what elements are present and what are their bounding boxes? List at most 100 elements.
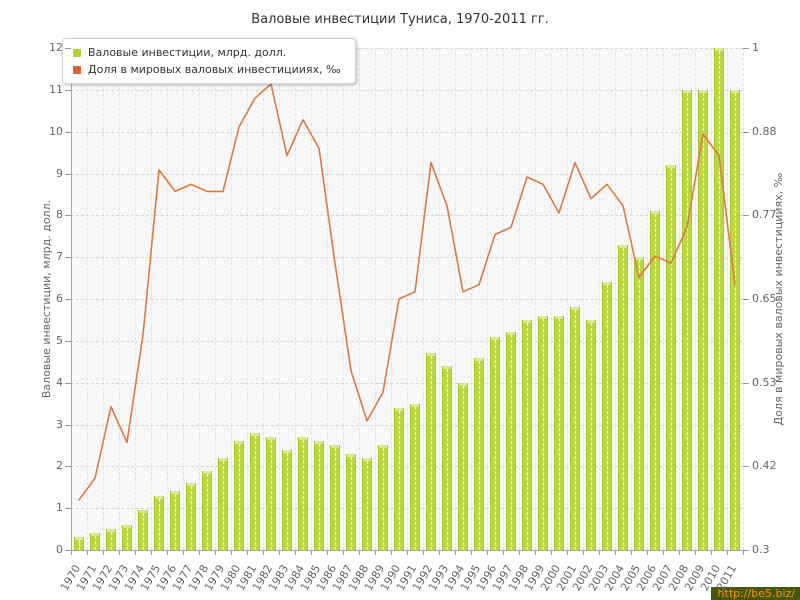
grid-line-h xyxy=(71,48,743,49)
bar-stripe xyxy=(543,318,544,550)
x-axis-tick xyxy=(407,551,408,555)
plot-area xyxy=(71,48,744,550)
bar xyxy=(218,457,228,550)
x-axis-tick xyxy=(71,551,72,555)
bar xyxy=(650,211,660,550)
y-axis-tick-left xyxy=(65,89,71,91)
y-axis-label-left: 11 xyxy=(49,82,63,96)
x-axis-tick xyxy=(519,551,520,555)
y-axis-tick-right xyxy=(743,299,749,300)
x-axis-tick xyxy=(551,551,552,555)
y-axis-tick-left xyxy=(65,299,71,300)
x-axis-tick xyxy=(183,551,184,555)
y-axis-tick-left xyxy=(65,466,71,468)
x-axis-tick xyxy=(263,551,264,555)
x-axis-tick xyxy=(375,551,376,555)
y-axis-label-right: 0.42 xyxy=(752,459,777,473)
x-axis-tick xyxy=(535,551,536,555)
bar-stripe xyxy=(527,322,528,550)
y-axis-label-left: 8 xyxy=(56,208,63,222)
x-axis-tick xyxy=(455,551,456,555)
bar xyxy=(346,453,356,550)
bar xyxy=(506,332,516,550)
legend-label-investments: Валовые инвестиции, млрд. долл. xyxy=(88,46,287,59)
y-axis-tick-left xyxy=(65,382,71,384)
bar-stripe xyxy=(383,448,384,550)
legend-item-share[interactable]: Доля в мировых валовых инвестицииях, ‰ xyxy=(73,61,341,78)
x-axis-tick xyxy=(247,551,248,555)
bar xyxy=(314,441,324,550)
bar-stripe xyxy=(351,456,352,550)
bar-stripe xyxy=(367,460,368,550)
x-axis-tick xyxy=(503,551,504,555)
bar-stripe xyxy=(591,322,592,550)
x-axis-tick xyxy=(487,551,488,555)
x-axis-tick xyxy=(311,551,312,555)
x-axis-tick xyxy=(391,551,392,555)
grid-line-h xyxy=(71,340,743,342)
bar xyxy=(378,445,388,550)
bar xyxy=(442,365,452,550)
bar xyxy=(602,282,612,550)
y-axis-label-left: 4 xyxy=(56,375,63,389)
bar-stripe xyxy=(575,310,576,550)
bar xyxy=(586,319,596,550)
bar xyxy=(682,89,692,550)
share-line xyxy=(78,83,736,501)
bar-stripe xyxy=(239,444,240,550)
bar xyxy=(74,537,84,550)
bar-stripe xyxy=(559,318,560,550)
x-axis-tick xyxy=(103,551,104,555)
bar-stripe xyxy=(111,532,112,550)
x-axis-tick xyxy=(439,551,440,555)
y-axis-tick-right xyxy=(743,466,749,468)
x-axis-tick xyxy=(327,551,328,555)
x-axis-tick xyxy=(167,551,168,555)
bar xyxy=(202,470,212,550)
x-axis-tick xyxy=(599,551,600,555)
bar-stripe xyxy=(319,444,320,550)
bar xyxy=(186,483,196,550)
x-axis-tick xyxy=(135,551,136,555)
bar xyxy=(490,336,500,550)
x-axis-tick xyxy=(423,551,424,555)
bar-stripe xyxy=(175,494,176,550)
bar xyxy=(250,432,260,550)
bar-stripe xyxy=(463,385,464,550)
y-axis-tick-right xyxy=(743,382,749,384)
bar-stripe xyxy=(511,335,512,550)
bar xyxy=(122,524,132,550)
bar-stripe xyxy=(335,448,336,550)
legend: Валовые инвестиции, млрд. долл. Доля в м… xyxy=(62,38,356,84)
bar-stripe xyxy=(127,527,128,550)
x-axis-tick xyxy=(743,551,744,555)
grid-line-h xyxy=(71,424,743,426)
x-axis-tick xyxy=(567,551,568,555)
x-axis-tick xyxy=(695,551,696,555)
bar-stripe xyxy=(479,360,480,550)
y-axis-tick-left xyxy=(65,340,71,342)
x-axis-tick xyxy=(647,551,648,555)
legend-item-investments[interactable]: Валовые инвестиции, млрд. долл. xyxy=(73,44,341,61)
y-axis-label-left: 7 xyxy=(56,250,63,264)
bar xyxy=(394,407,404,550)
y-axis-line xyxy=(71,48,72,551)
y-axis-label-right: 0.77 xyxy=(752,208,777,222)
bar-stripe xyxy=(735,92,736,550)
bar-stripe xyxy=(623,247,624,550)
y-axis-label-left: 1 xyxy=(56,501,63,515)
bar xyxy=(266,437,276,550)
x-axis-tick xyxy=(583,551,584,555)
watermark-link[interactable]: http://be5.biz/ xyxy=(710,587,800,600)
x-axis-tick xyxy=(119,551,120,555)
bar-stripe xyxy=(671,168,672,550)
x-axis-tick xyxy=(279,551,280,555)
bar xyxy=(298,437,308,550)
y-axis-label-right: 0.3 xyxy=(752,543,770,556)
bar-stripe xyxy=(495,339,496,550)
bar-stripe xyxy=(223,460,224,550)
legend-marker-share xyxy=(73,65,81,74)
bar-stripe xyxy=(191,486,192,550)
bar-stripe xyxy=(447,368,448,550)
